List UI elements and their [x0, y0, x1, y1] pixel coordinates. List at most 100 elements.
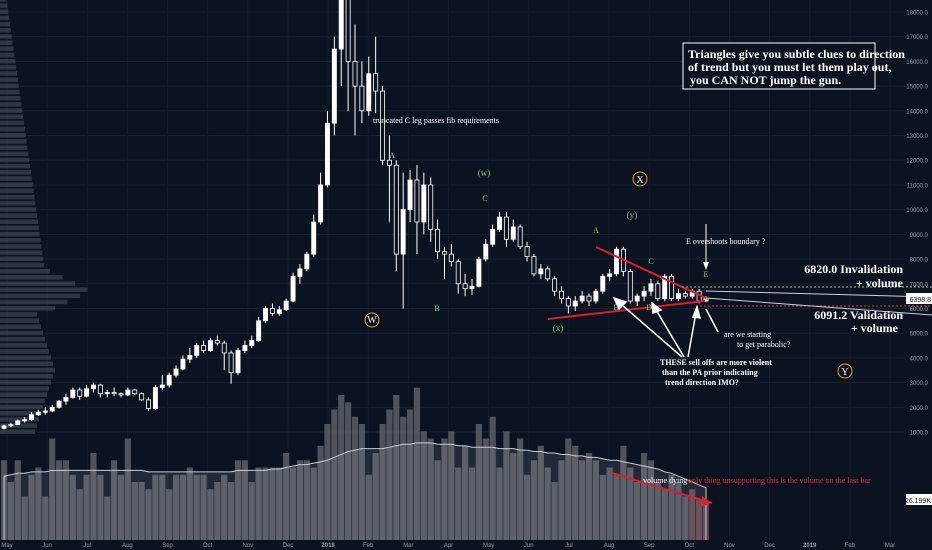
volume-profile-bar	[0, 275, 63, 280]
price-axis[interactable]: 1000.0 2000.0 3000.0 4000.0 5000.0 6000.0 7000…	[906, 11, 928, 437]
candle-body	[173, 368, 179, 376]
volume-profile-bar	[0, 330, 43, 336]
price-tick-label: 1000.0	[910, 431, 929, 437]
candle-body	[476, 258, 482, 287]
candle-body	[276, 309, 282, 314]
volume-profile-bar	[0, 139, 27, 144]
volume-profile-bar	[0, 3, 8, 8]
volume-profile-bar	[0, 77, 18, 82]
candle-body	[187, 355, 193, 360]
price-tick-label: 16000.0	[906, 60, 928, 66]
volume-bar	[62, 460, 70, 540]
wave-label-B-1: B	[434, 304, 439, 313]
candle-body	[49, 406, 55, 412]
candle-body	[152, 387, 158, 409]
volume-profile-bar	[0, 83, 19, 89]
time-tick-label: Mar	[403, 543, 413, 549]
volume-bar	[579, 460, 586, 540]
volume-profile-bar	[0, 305, 55, 311]
triangle-note-line-3: you CAN NOT jump the gun.	[690, 73, 841, 87]
time-tick-label: Sep	[162, 543, 173, 549]
candle-body	[510, 226, 516, 240]
truncated-c-note: truncated C leg passes fib requirements	[373, 116, 499, 125]
volume-profile-bar	[0, 126, 25, 132]
volume-profile-bar	[0, 343, 47, 348]
volume-profile-bar	[0, 108, 23, 113]
triangle-note-line-2: of trend but you must let them play out,	[688, 60, 891, 74]
price-tick-label: 12000.0	[906, 159, 928, 165]
volume-profile-bar	[0, 102, 22, 107]
candle-body	[311, 221, 317, 255]
volume-bar	[565, 438, 572, 540]
volume-bar	[654, 482, 661, 540]
volume-bar	[152, 474, 159, 540]
candle-body	[159, 384, 165, 388]
price-tick-label: 18000.0	[906, 11, 928, 17]
volume-profile-bar	[0, 404, 43, 410]
volume-bar	[179, 474, 187, 540]
volume-profile-bar	[0, 287, 88, 292]
price-tick-label: 14000.0	[906, 109, 928, 115]
time-tick-label: Oct	[685, 543, 695, 549]
time-tick-label: Jun	[42, 543, 52, 549]
volume-profile-bar	[0, 188, 34, 194]
volume-bar	[289, 467, 297, 540]
volume-bar	[434, 460, 441, 540]
volume-profile-bar	[0, 133, 26, 138]
candle-body	[469, 285, 475, 290]
volume-bar	[324, 424, 331, 540]
volume-profile-bar	[0, 244, 42, 249]
volume-profile-bar	[0, 207, 37, 212]
triangle-lines	[547, 224, 932, 506]
volume-bar	[558, 460, 565, 540]
volume-profile-bar	[0, 9, 9, 14]
volume-profile-bar	[0, 268, 50, 274]
volume-profile-bar	[0, 34, 12, 39]
volume-bar	[613, 474, 620, 540]
candle-body	[318, 184, 324, 223]
price-tick-label: 8000.0	[910, 258, 929, 264]
volume-bar	[620, 445, 627, 540]
candle-body	[269, 308, 275, 314]
candle-body	[676, 293, 681, 299]
volume-bar	[689, 489, 696, 540]
candle-body	[77, 389, 83, 397]
price-tick-label: 9000.0	[910, 233, 929, 239]
candle-body	[442, 251, 447, 255]
candle-body	[331, 48, 337, 124]
candle-body	[91, 384, 96, 390]
volume-bar	[159, 474, 166, 540]
candle-body	[125, 389, 131, 396]
candle-body	[29, 414, 34, 421]
volume-bar	[572, 445, 579, 540]
wave-label-A-1: A	[389, 151, 395, 160]
candle-body	[545, 268, 551, 280]
invalidation-note: 6820.0 Invalidation	[804, 262, 903, 276]
volume-bar	[475, 424, 482, 540]
volume-profile-bar	[0, 324, 41, 329]
candle-body	[104, 392, 110, 395]
volume-bar	[248, 482, 255, 540]
volume-bar	[55, 460, 63, 540]
volume-profile-bar	[0, 71, 17, 76]
candle-body	[483, 243, 489, 260]
candle-body	[15, 420, 21, 425]
time-tick-label: Nov	[724, 543, 735, 549]
candle-body	[132, 389, 138, 395]
volume-profile-bar	[0, 89, 20, 95]
volume-bar	[537, 445, 544, 540]
time-axis[interactable]: May Jun Jul Aug Sep Oct Nov Dec 2018 Feb Mar Apr May…	[1, 543, 895, 549]
candle-body	[380, 90, 385, 161]
price-tick-label: 3000.0	[910, 381, 929, 387]
time-tick-label: Mar	[885, 543, 895, 549]
volume-bar	[386, 409, 393, 540]
volume-profile-bar	[0, 213, 38, 218]
volume-bar	[124, 438, 131, 540]
wave-label-y: (y)	[627, 210, 638, 220]
candle-body	[97, 384, 103, 395]
volume-bar	[413, 387, 421, 540]
candle-body	[366, 73, 372, 112]
wave-label-w: (w)	[478, 168, 491, 178]
volume-profile-bar	[0, 336, 45, 342]
